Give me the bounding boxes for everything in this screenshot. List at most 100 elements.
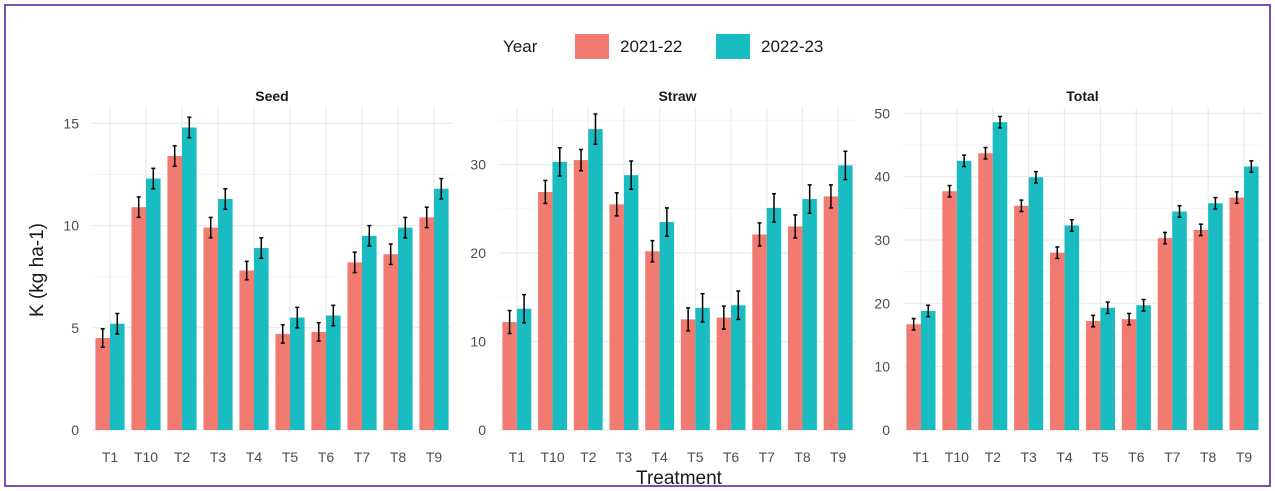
panel-total: Total 0 10 20 30 40 50 T1 T10 T2 T3 T4 T5 T6 T7 T8 T9 [874,88,1262,465]
bar-2022-23-T6 [1136,305,1151,430]
bar-2021-22-T1 [906,324,921,430]
x-tick-label: T1 [102,449,119,465]
x-tick-label: T9 [830,449,847,465]
bar-2022-23-T7 [362,235,377,430]
x-tick-label: T3 [616,449,633,465]
bar-2022-23-T6 [326,315,341,430]
bar-2022-23-T10 [146,178,161,430]
x-tick-label: T2 [985,449,1002,465]
bar-2021-22-T8 [787,226,803,430]
bar-2022-23-T1 [516,308,532,430]
panel-seed: Seed 0 5 10 15 T1 T10 T2 T3 T4 T5 T6 T7 T8 T9 [63,88,452,465]
bar-2021-22-T7 [1157,238,1173,430]
bar-2021-22-T3 [1014,205,1029,430]
bar-2021-22-T10 [131,207,146,430]
panel-title: Seed [255,88,288,104]
bar-2021-22-T2 [573,160,589,430]
bar-2021-22-T2 [167,156,182,430]
y-tick-label: 40 [874,169,890,185]
bar-2022-23-T3 [1028,177,1044,430]
bar-2022-23-T9 [434,188,449,430]
bar-2021-22-T9 [1229,197,1245,430]
x-tick-label: T2 [580,449,597,465]
x-tick-label: T5 [687,449,704,465]
bar-2021-22-T4 [1050,252,1065,430]
x-tick-label: T2 [174,449,191,465]
y-tick-label: 30 [470,157,486,173]
bar-2022-23-T2 [588,129,603,430]
x-tick-label: T4 [1056,449,1073,465]
x-tick-label: T3 [210,449,227,465]
bar-2021-22-T8 [1193,229,1209,430]
x-tick-label: T5 [1092,449,1109,465]
x-tick-label: T10 [540,449,564,465]
bar-2022-23-T5 [695,307,710,430]
bar-2022-23-T4 [254,248,269,430]
y-tick-label: 15 [63,115,79,131]
y-tick-label: 30 [874,232,890,248]
bar-2021-22-T1 [95,338,110,430]
bar-2022-23-T7 [1172,211,1187,430]
x-tick-label: T1 [913,449,930,465]
bar-2022-23-T3 [218,198,233,430]
bar-2022-23-T9 [1244,166,1259,431]
bar-2022-23-T4 [1064,225,1080,430]
bar-2021-22-T5 [275,333,290,430]
legend-title: Year [503,37,538,56]
y-axis-title: K (kg ha-1) [27,223,48,317]
bar-2022-23-T5 [1100,307,1115,430]
bar-2022-23-T5 [290,317,305,430]
bar-2021-22-T5 [680,319,696,430]
bar-2022-23-T8 [1208,203,1223,430]
bar-2021-22-T6 [1121,319,1137,430]
x-tick-label: T7 [759,449,776,465]
x-tick-label: T6 [1128,449,1145,465]
bar-2022-23-T3 [623,175,639,430]
bar-2021-22-T9 [823,196,839,430]
x-tick-label: T8 [1200,449,1217,465]
bar-2022-23-T9 [838,165,853,431]
bar-2022-23-T8 [802,199,817,430]
bar-2022-23-T1 [920,310,936,430]
x-tick-label: T9 [1236,449,1253,465]
bar-2022-23-T8 [398,227,413,430]
x-tick-label: T8 [794,449,811,465]
x-axis-title: Treatment [636,468,723,489]
legend-swatch-2021-22 [575,34,609,59]
legend: Year 2021-22 2022-23 [503,34,823,59]
y-tick-label: 10 [63,218,79,234]
bar-2021-22-T9 [419,217,434,430]
bar-2021-22-T6 [716,317,732,430]
bar-2021-22-T10 [538,191,553,430]
bar-2021-22-T4 [645,251,660,430]
x-tick-label: T7 [354,449,371,465]
x-tick-label: T5 [282,449,299,465]
bar-2022-23-T7 [766,207,782,430]
bar-2022-23-T4 [659,222,675,430]
bar-2022-23-T1 [110,323,125,430]
x-tick-label: T8 [390,449,407,465]
bar-2021-22-T2 [978,153,993,430]
bar-2022-23-T2 [182,127,197,430]
bar-2021-22-T10 [942,191,957,430]
x-tick-label: T4 [246,449,263,465]
legend-label-2022-23: 2022-23 [761,37,823,56]
x-tick-label: T1 [509,449,526,465]
x-tick-label: T9 [426,449,443,465]
y-tick-label: 20 [470,245,486,261]
bar-2022-23-T2 [992,122,1008,430]
panel-title: Total [1066,88,1098,104]
x-tick-label: T6 [318,449,335,465]
bar-2022-23-T6 [731,305,746,430]
bar-2022-23-T10 [552,161,568,430]
bar-2021-22-T7 [347,262,362,430]
bar-2021-22-T7 [752,234,767,430]
y-tick-label: 50 [874,105,890,121]
bar-2021-22-T6 [311,331,326,430]
bar-2022-23-T10 [956,160,972,431]
legend-label-2021-22: 2021-22 [620,37,682,56]
y-tick-label: 5 [71,320,79,336]
panel-title: Straw [658,88,696,104]
y-tick-label: 10 [470,334,486,350]
